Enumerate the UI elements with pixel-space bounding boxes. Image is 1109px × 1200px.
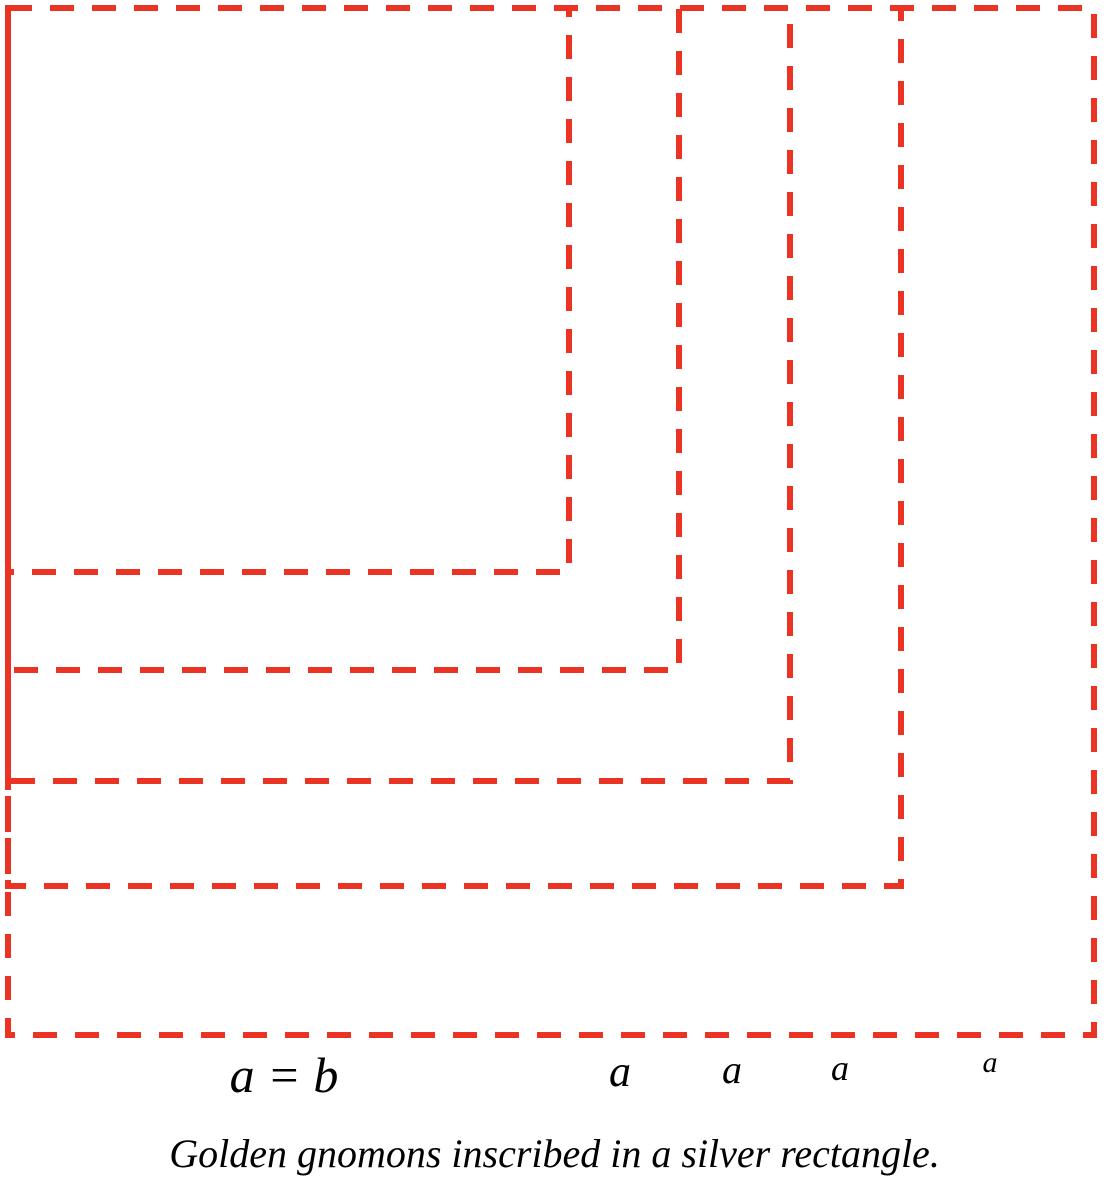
nested-squares-diagram (5, 5, 1104, 1040)
square-0 (8, 8, 569, 572)
diagram-caption: Golden gnomons inscribed in a silver rec… (5, 1130, 1104, 1178)
x-label-4: a (983, 1048, 998, 1078)
x-label-1: a (609, 1050, 631, 1094)
square-4 (8, 8, 1094, 1035)
x-label-2: a (722, 1050, 742, 1090)
x-label-3: a (831, 1050, 849, 1086)
squares-svg (5, 5, 1104, 1040)
x-label-0: a = b (230, 1050, 339, 1100)
square-3 (8, 8, 901, 886)
square-2 (8, 8, 790, 781)
